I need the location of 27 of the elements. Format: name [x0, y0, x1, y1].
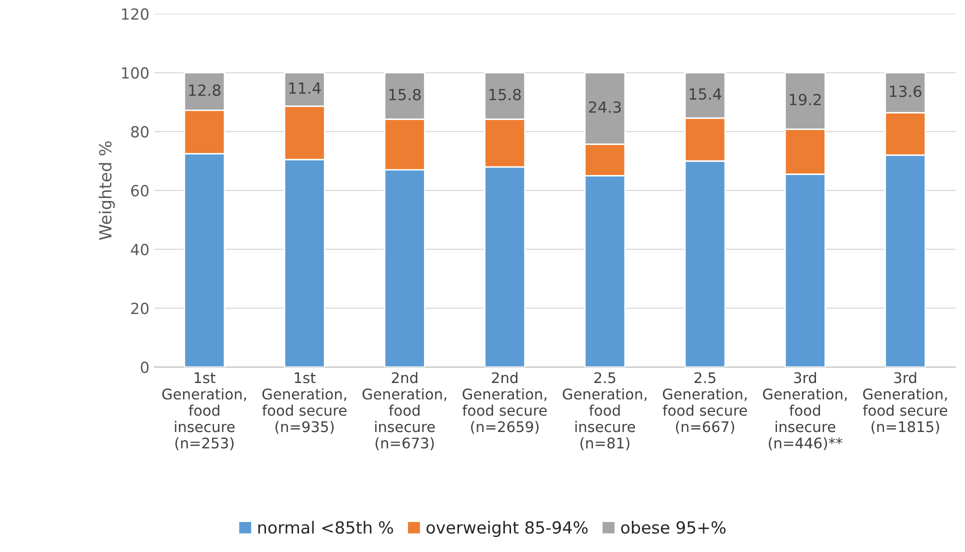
data-label: 11.4 [289, 82, 321, 94]
x-tick-label: 1st Generation, food insecure (n=253) [162, 372, 246, 450]
data-label: 15.8 [489, 88, 521, 100]
x-tick-label: 1st Generation, food secure (n=935) [262, 372, 346, 434]
legend-label: overweight 85-94% [426, 520, 588, 537]
y-tick-label: 80 [131, 126, 149, 138]
legend-label: obese 95+% [621, 520, 726, 534]
y-tick-label: 20 [131, 302, 149, 314]
legend-label: normal <85th % [258, 520, 394, 534]
x-tick-label: 2nd Generation, food secure (n=2659) [462, 372, 547, 434]
data-label: 24.3 [589, 101, 621, 113]
y-tick-label: 100 [122, 67, 149, 79]
data-label: 12.8 [189, 84, 220, 96]
x-tick-label: 3rd Generation, food secure (n=1815) [862, 372, 948, 434]
y-axis-title: Weighted % [98, 141, 115, 240]
y-tick-label: 60 [131, 184, 149, 196]
x-tick-label: 2.5 Generation, food insecure (n=81) [562, 372, 647, 450]
x-tick-label: 2.5 Generation, food secure (n=667) [662, 372, 747, 434]
data-label: 13.6 [890, 86, 922, 98]
data-label: 15.8 [389, 88, 421, 100]
data-label: 15.4 [690, 88, 722, 100]
data-label: 19.2 [790, 94, 821, 106]
y-tick-label: 120 [122, 8, 149, 20]
y-tick-label: 40 [130, 244, 149, 256]
x-tick-label: 3rd Generation, food insecure (n=446)** [762, 372, 847, 450]
x-tick-label: 2nd Generation, food insecure (n=673) [362, 372, 446, 450]
y-tick-label: 0 [140, 362, 149, 374]
